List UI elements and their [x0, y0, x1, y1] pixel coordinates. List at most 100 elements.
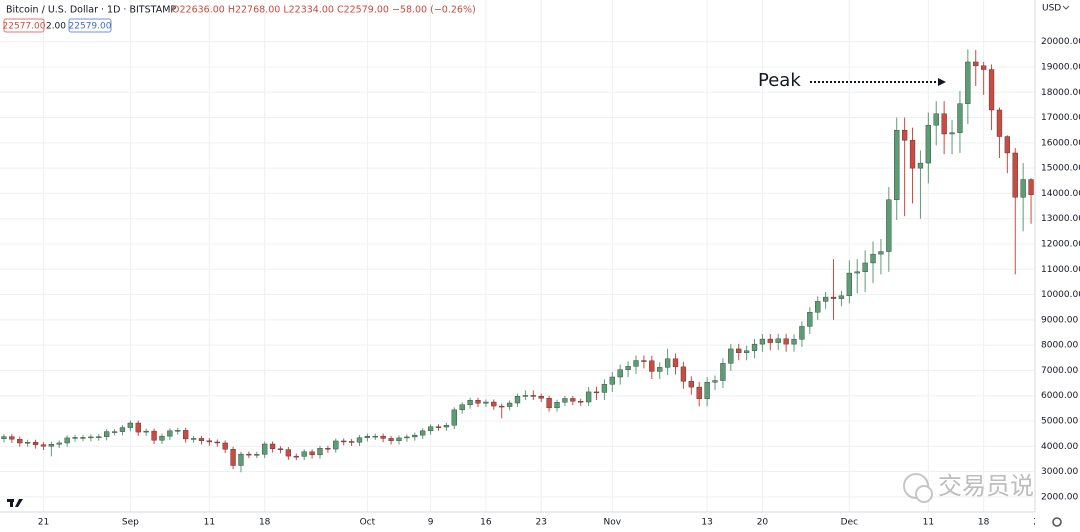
- candle-body: [277, 448, 284, 450]
- annotation-arrowhead: [938, 78, 946, 86]
- candle-body: [562, 398, 568, 403]
- candle-body: [807, 312, 813, 327]
- candle-body: [151, 430, 157, 441]
- x-tick-label: 20: [757, 518, 769, 528]
- y-tick-label: 6000.00: [1041, 391, 1078, 401]
- candle-body: [846, 272, 852, 297]
- candle-body: [601, 384, 608, 393]
- y-tick-label: 15000.00: [1041, 164, 1080, 174]
- candle-body: [1012, 152, 1018, 198]
- candle-body: [104, 431, 110, 437]
- candle-body: [830, 296, 837, 299]
- candle-body: [183, 430, 189, 440]
- candle-body: [917, 162, 924, 169]
- candle-body: [206, 440, 213, 443]
- y-tick-label: 9000.00: [1041, 315, 1078, 325]
- candle-body: [9, 436, 15, 440]
- candle-body: [1004, 136, 1010, 154]
- candle-body: [80, 437, 86, 439]
- candle-body: [743, 350, 750, 353]
- candle-body: [767, 338, 773, 343]
- y-tick-label: 8000.00: [1041, 341, 1078, 351]
- x-tick-label: 11: [204, 518, 215, 528]
- candle-body: [609, 376, 615, 385]
- candle-body: [317, 448, 323, 456]
- candle-body: [269, 443, 276, 449]
- y-tick-label: 17000.00: [1041, 113, 1080, 123]
- candle-body: [451, 409, 457, 426]
- watermark: 交易员说: [903, 472, 1034, 503]
- candle-body: [522, 395, 529, 397]
- y-tick-label: 7000.00: [1041, 366, 1078, 376]
- candle-body: [325, 448, 331, 450]
- y-tick-label: 14000.00: [1041, 189, 1080, 199]
- candle-body: [862, 262, 868, 273]
- candle-body: [40, 444, 47, 447]
- candle-body: [175, 430, 181, 432]
- candle-body: [530, 395, 536, 397]
- y-tick-label: 19000.00: [1041, 63, 1080, 73]
- candle-body: [309, 451, 315, 456]
- settings-icon[interactable]: [1052, 517, 1062, 527]
- candle-body: [190, 438, 197, 440]
- candle-body: [25, 442, 31, 444]
- candle-body: [56, 442, 62, 445]
- price-box-text: 22577.00: [3, 22, 46, 32]
- currency-dropdown[interactable]: [1062, 5, 1070, 10]
- x-tick-label: 18: [978, 518, 990, 528]
- candle-body: [285, 449, 292, 457]
- candle-body: [996, 109, 1003, 137]
- candle-body: [672, 358, 679, 368]
- watermark-icon: [915, 485, 933, 503]
- candle-body: [254, 454, 260, 456]
- candle-body: [933, 113, 939, 126]
- x-tick-label: 21: [38, 518, 49, 528]
- candle-body: [420, 430, 426, 436]
- candle-body: [262, 443, 268, 455]
- candle-body: [119, 427, 126, 432]
- candle-body: [64, 437, 70, 444]
- candles: [1, 49, 1034, 473]
- candle-body: [412, 434, 418, 438]
- candle-body: [1020, 179, 1026, 198]
- candle-body: [570, 398, 576, 402]
- candle-body: [980, 65, 987, 70]
- candle-body: [348, 441, 355, 443]
- candle-body: [506, 402, 513, 407]
- candle-body: [696, 386, 702, 399]
- candle-body: [664, 358, 671, 368]
- candle-body: [554, 402, 560, 409]
- candle-body: [838, 295, 845, 299]
- candle-body: [633, 360, 639, 367]
- candle-body: [712, 380, 718, 383]
- symbol-title: Bitcoin / U.S. Dollar · 1D · BITSTAMP: [6, 5, 176, 16]
- candle-body: [443, 425, 450, 428]
- tv-logo[interactable]: [7, 499, 23, 507]
- candle-body: [1, 436, 7, 439]
- candle-body: [127, 422, 134, 428]
- candle-body: [88, 436, 94, 439]
- candle-body: [870, 253, 876, 264]
- y-tick-label: 12000.00: [1041, 239, 1080, 249]
- candle-body: [886, 199, 892, 252]
- candle-body: [965, 61, 971, 104]
- candle-body: [680, 366, 687, 382]
- price-box[interactable]: [68, 18, 112, 33]
- candle-body: [467, 400, 473, 405]
- candle-body: [246, 453, 252, 456]
- candle-body: [751, 343, 758, 351]
- y-tick-label: 18000.00: [1041, 88, 1080, 98]
- currency-label[interactable]: USD: [1042, 4, 1061, 14]
- y-tick-label: 16000.00: [1041, 138, 1080, 148]
- candle-body: [894, 130, 900, 200]
- candle-body: [949, 132, 955, 135]
- candle-body: [578, 401, 584, 403]
- price-box[interactable]: [3, 18, 45, 33]
- candle-body: [380, 435, 386, 439]
- candle-body: [32, 442, 39, 445]
- candle-body: [17, 438, 23, 444]
- candle-body: [854, 271, 860, 274]
- x-axis: 21Sep1118Oct91623Nov1320Dec111825: [38, 518, 1045, 528]
- y-tick-label: 11000.00: [1041, 265, 1080, 275]
- candle-body: [293, 455, 299, 458]
